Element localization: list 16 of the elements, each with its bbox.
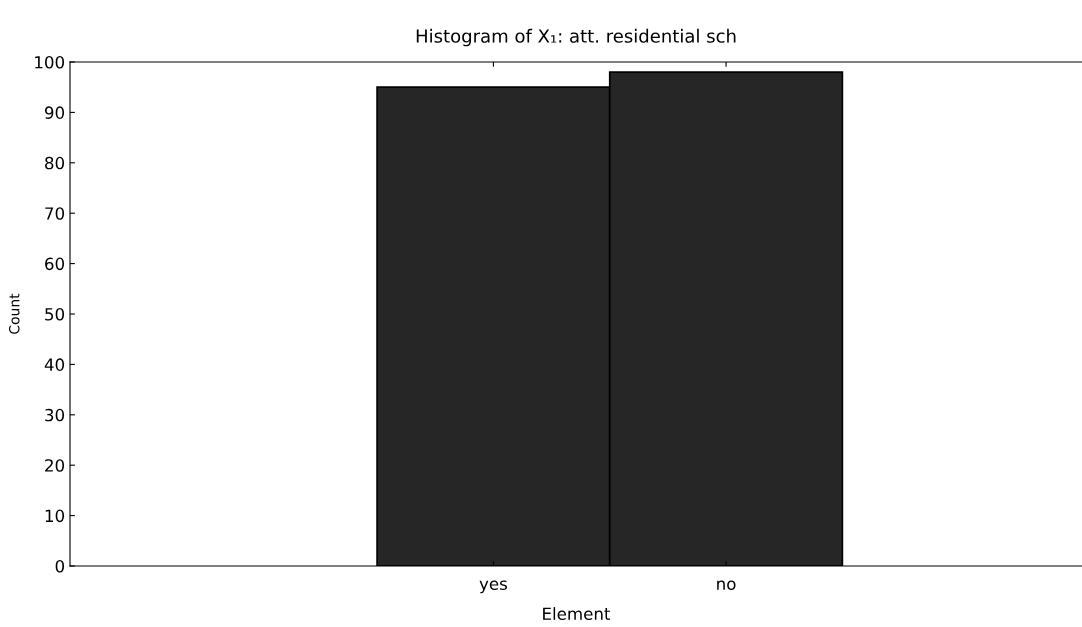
x-tick-label: yes [479, 580, 507, 594]
y-tick-label: 10 [45, 509, 65, 523]
y-tick-label: 40 [44, 358, 65, 371]
y-tick-label: 90 [44, 106, 65, 119]
y-axis-title: Count [9, 293, 20, 334]
x-axis-title: Element [543, 607, 611, 621]
y-tick-label: 60 [45, 257, 65, 271]
y-tick-label: 20 [45, 459, 65, 472]
y-tick-label: 0 [55, 559, 65, 573]
y-tick-label: 50 [45, 307, 65, 321]
y-tick-label: 70 [45, 207, 65, 220]
chart-title: Histogram of X₁: att. residential sch [416, 28, 736, 47]
y-tick-label: 30 [45, 408, 65, 422]
y-tick-label: 100 [35, 55, 65, 69]
y-tick-label: 80 [45, 156, 65, 170]
x-tick-label: no [717, 580, 736, 591]
